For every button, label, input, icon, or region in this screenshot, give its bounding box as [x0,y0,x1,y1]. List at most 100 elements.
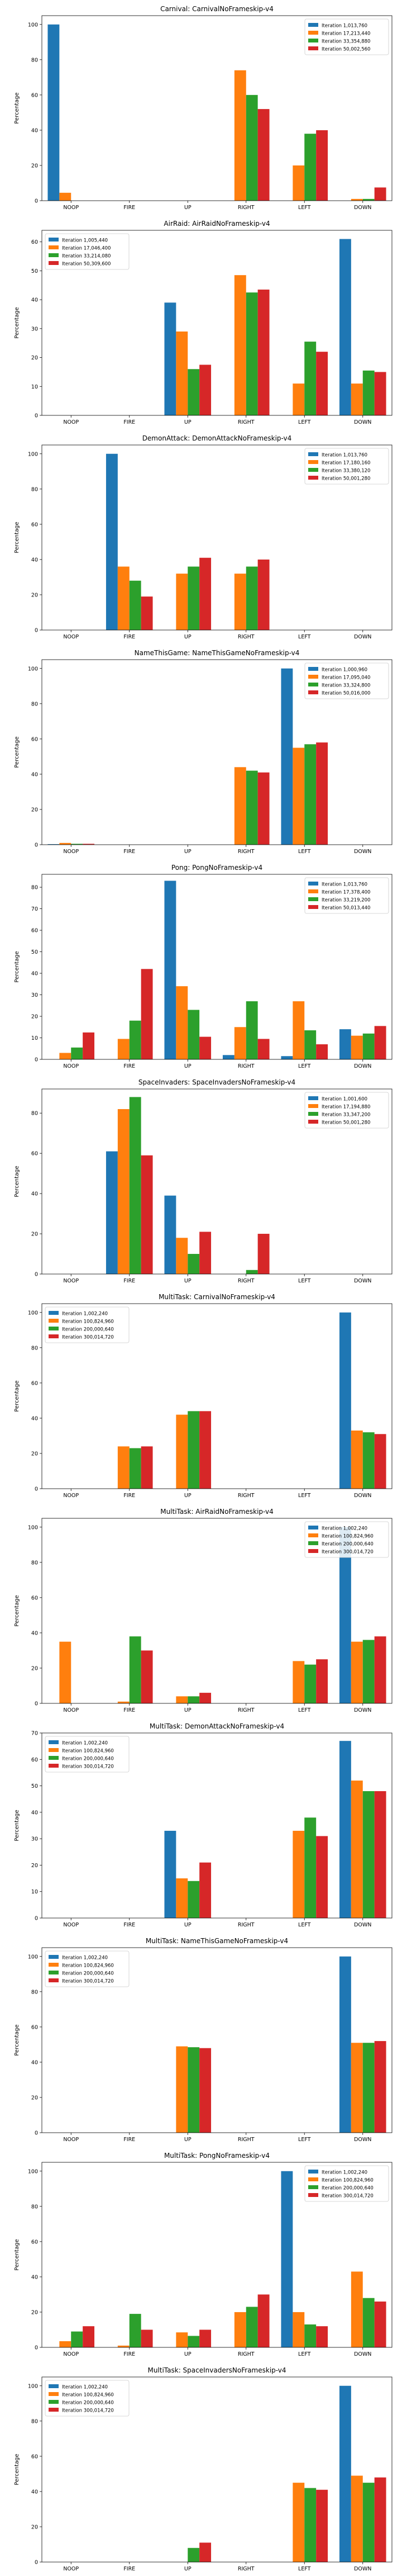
x-tick-label: LEFT [298,205,311,211]
y-tick-label: 60 [31,928,38,934]
bar [246,94,258,201]
x-tick-label: FIRE [123,849,135,855]
x-tick-label: LEFT [298,2351,311,2357]
y-tick-label: 20 [31,2524,38,2530]
legend-entry: Iteration 200,000,640 [62,2400,114,2406]
legend-entry: Iteration 300,014,720 [62,2408,114,2414]
x-tick-label: NOOP [63,849,79,855]
legend-entry: Iteration 17,046,400 [62,246,111,252]
bar [351,1430,363,1489]
x-tick-label: UP [184,1493,192,1499]
legend-swatch [49,2408,59,2412]
y-tick-label: 80 [31,701,38,707]
legend-entry: Iteration 33,214,080 [62,254,111,259]
bar [71,2331,83,2347]
bar [188,369,200,415]
bar [257,290,270,415]
legend-box [45,1950,130,1987]
bar [117,2345,130,2347]
y-tick-label: 40 [31,297,38,304]
plot-frame [41,230,393,416]
x-tick-label: UP [184,1707,192,1713]
y-tick-label: 20 [31,2095,38,2101]
legend-swatch [308,2193,318,2197]
legend-entry: Iteration 300,014,720 [62,1335,114,1341]
bar [293,165,305,201]
legend-entry: Iteration 1,013,760 [322,23,367,29]
bar [339,1741,351,1918]
legend-box [304,448,389,485]
y-tick-label: 60 [31,2454,38,2460]
y-axis-label: Percentage [14,1380,20,1412]
bar [176,1878,188,1918]
bar [176,332,188,415]
legend-entry: Iteration 300,014,720 [322,1550,374,1555]
chart-title: MultiTask: NameThisGameNoFrameskip-v4 [146,1937,288,1945]
bar [176,1414,188,1489]
x-tick-label: UP [184,2137,192,2143]
bar [234,574,246,630]
legend-swatch [308,31,318,35]
bar [246,1270,258,1274]
legend-swatch [49,1334,59,1338]
legend-swatch [308,2185,318,2189]
legend-entry: Iteration 100,824,960 [62,2393,114,2398]
y-tick-label: 60 [31,1595,38,1601]
chart-title: MultiTask: CarnivalNoFrameskip-v4 [159,1293,275,1301]
y-tick-label: 0 [35,1486,38,1493]
y-tick-label: 20 [31,1863,38,1869]
legend: Iteration 1,002,240 Iteration 100,824,960… [304,2165,389,2202]
x-tick-label: DOWN [354,1493,371,1499]
legend-entry: Iteration 1,002,240 [62,2385,108,2390]
legend-swatch [308,1120,318,1124]
legend-swatch [308,476,318,480]
y-tick-label: 60 [31,2024,38,2030]
legend-swatch [49,1971,59,1974]
chart-title: MultiTask: PongNoFrameskip-v4 [164,2152,270,2160]
legend-entry: Iteration 17,194,880 [322,1105,370,1110]
legend-swatch [49,1311,59,1315]
bar [351,1641,363,1703]
bar [246,566,258,630]
x-tick-label: DOWN [354,634,371,640]
y-tick-label: 60 [31,239,38,245]
y-tick-label: 20 [31,807,38,813]
chart-title: DemonAttack: DemonAttackNoFrameskip-v4 [142,434,292,442]
x-tick-label: DOWN [354,1922,371,1928]
legend-swatch [49,1327,59,1330]
bar [141,596,153,630]
legend-swatch [308,1533,318,1537]
bar [234,275,246,415]
x-tick-label: NOOP [63,1922,79,1928]
legend-entry: Iteration 100,824,960 [62,1319,114,1325]
bar [117,1039,130,1059]
chart-title: MultiTask: DemonAttackNoFrameskip-v4 [150,1722,284,1730]
x-tick-label: FIRE [123,2351,135,2357]
legend-swatch [308,882,318,886]
legend-swatch [308,897,318,901]
legend-entry: Iteration 50,309,600 [62,262,111,267]
legend-box [45,1306,130,1343]
chart-panel-11: MultiTask: PongNoFrameskip-v4 Percentage 0… [14,2152,393,2357]
bar [257,772,270,845]
bar [129,580,141,630]
chart-title: Pong: PongNoFrameskip-v4 [171,864,262,872]
bar [188,2547,200,2562]
y-tick-label: 100 [28,1954,38,1960]
y-tick-label: 40 [31,557,38,563]
x-tick-label: UP [184,1278,192,1284]
legend: Iteration 1,002,240 Iteration 100,824,960… [304,1521,389,1558]
legend-entry: Iteration 200,000,640 [322,2186,374,2191]
bar [339,1029,351,1059]
y-tick-label: 80 [31,2418,38,2425]
bar [351,2043,363,2133]
y-tick-label: 10 [31,384,38,390]
y-tick-label: 60 [31,1757,38,1763]
legend: Iteration 1,013,760 Iteration 17,180,160 I… [304,448,389,485]
plot-frame [41,15,393,201]
x-tick-label: FIRE [123,419,135,425]
y-tick-label: 40 [31,127,38,134]
y-tick-label: 70 [31,906,38,912]
legend-swatch [49,245,59,249]
